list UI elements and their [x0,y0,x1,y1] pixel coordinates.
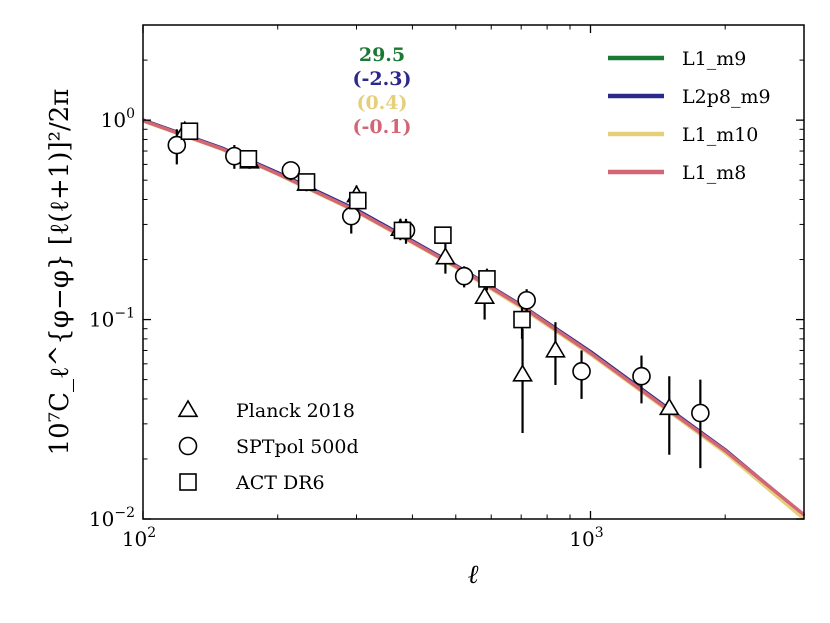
point-sptpol-500d [167,135,187,155]
point-act-dr6 [297,173,316,191]
point-sptpol-500d [691,403,710,423]
x-tick-label: 102 [122,525,156,551]
annotations: 29.5(-2.3)(0.4)(-0.1) [353,44,412,138]
point-planck-2018 [474,286,496,304]
point-sptpol-500d [454,266,474,286]
legend-marker-act-dr6 [179,473,197,491]
legend-datasets: Planck 2018 SPTpol 500d ACT DR6 [177,399,359,494]
point-act-dr6 [434,226,452,244]
point-planck-2018 [512,363,533,382]
legend-marker-sptpol-500d [178,436,198,456]
point-sptpol-500d [341,206,361,226]
point-sptpol-500d [632,366,651,386]
plot-frame [142,24,805,520]
point-sptpol-500d [281,161,301,180]
axis-ticks: 102 103 10−2 10−1 100 [89,24,805,551]
annotation-value: (-2.3) [353,68,412,90]
legend-models: L1_m9 L2p8_m9 L1_m10 L1_m8 [608,48,771,184]
model-curves [142,118,806,521]
annotation-value: (-0.1) [353,116,412,138]
y-tick-label: 10−1 [89,306,135,332]
legend-label-L1_m8: L1_m8 [682,162,746,184]
point-act-dr6 [478,270,496,288]
legend-marker-planck-2018 [177,399,199,418]
point-act-dr6 [180,122,199,141]
y-axis-label: 10⁷C_ℓ^{φ−φ} [ℓ(ℓ+1)]²/2π [45,89,75,456]
legend-label-L2p8_m9: L2p8_m9 [682,86,771,108]
point-act-dr6 [348,191,367,210]
y-tick-label: 100 [101,106,135,132]
curve-L1_m8 [142,118,806,517]
point-sptpol-500d [517,290,536,310]
x-tick-label: 103 [569,525,603,551]
point-act-dr6 [239,150,258,168]
x-axis-label: ℓ [468,560,479,590]
legend-label-L1_m10: L1_m10 [682,124,758,146]
legend-label-planck-2018: Planck 2018 [236,400,355,422]
legend-label-act-dr6: ACT DR6 [235,472,325,494]
point-planck-2018 [435,246,456,265]
point-planck-2018 [658,397,680,416]
legend-label-L1_m9: L1_m9 [682,48,746,70]
annotation-value: 29.5 [359,44,405,66]
point-act-dr6 [393,221,412,240]
legend-label-sptpol-500d: SPTpol 500d [236,436,359,458]
data-points [167,120,710,469]
point-sptpol-500d [572,362,591,381]
point-planck-2018 [545,339,566,358]
y-tick-label: 10−2 [89,505,135,531]
annotation-value: (0.4) [356,92,407,114]
point-act-dr6 [513,310,531,329]
